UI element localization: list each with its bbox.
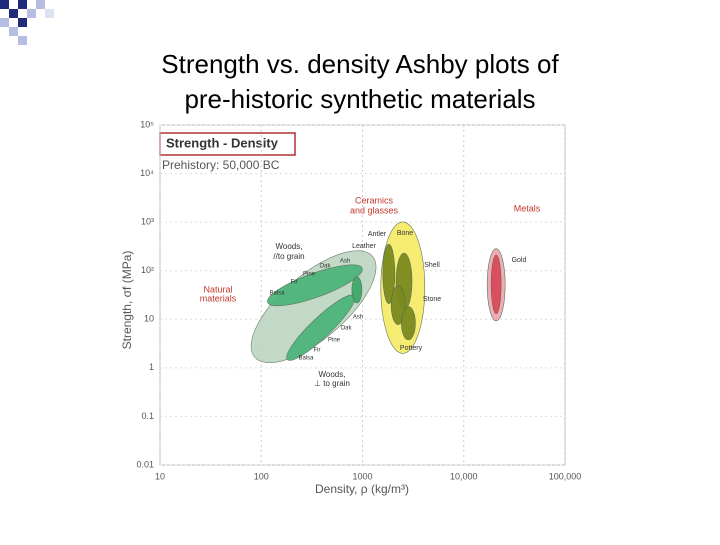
region-label: Balsa (269, 291, 285, 297)
material-region (351, 276, 363, 304)
slide-title: pre-historic synthetic materials (184, 84, 535, 114)
y-tick-label: 10³ (141, 217, 154, 227)
x-tick-label: 100 (254, 471, 269, 481)
region-label: Oak (340, 326, 352, 332)
region-label: Ceramics (355, 195, 394, 205)
region-label: Fir (314, 348, 321, 354)
region-label: Antler (368, 231, 387, 238)
region-label: Ash (340, 259, 350, 265)
y-tick-label: 0.1 (141, 411, 154, 421)
y-tick-label: 10² (141, 265, 154, 275)
chart-subtitle: Prehistory: 50,000 BC (162, 158, 280, 172)
y-tick-label: 10⁵ (140, 119, 154, 129)
region-label: //to grain (273, 252, 304, 261)
material-region (250, 250, 377, 364)
region-label: Woods, (276, 242, 303, 251)
y-tick-label: 0.01 (136, 459, 154, 469)
region-label: Pine (303, 272, 316, 278)
material-region (390, 285, 406, 325)
region-label: Stone (423, 296, 441, 303)
region-label: Woods, (319, 370, 346, 379)
material-region (490, 254, 502, 315)
x-tick-label: 10,000 (450, 471, 478, 481)
region-label: Ash (353, 315, 363, 321)
region-label: ⊥ to grain (314, 379, 350, 388)
y-tick-label: 10⁴ (140, 168, 154, 178)
region-label: Bone (397, 230, 413, 237)
chart-heading: Strength - Density (166, 135, 279, 150)
y-tick-label: 10 (144, 314, 154, 324)
y-tick-label: 1 (149, 362, 154, 372)
material-region (401, 306, 416, 341)
x-tick-label: 100,000 (549, 471, 582, 481)
slide-decoration (0, 0, 54, 45)
region-label: Gold (512, 257, 527, 264)
region-label: Fir (291, 280, 298, 286)
region-label: Metals (514, 203, 541, 213)
material-region (267, 264, 363, 307)
region-label: Shell (424, 262, 440, 269)
region-label: Oak (319, 264, 331, 270)
material-region (382, 243, 396, 304)
x-axis-label: Density, ρ (kg/m³) (315, 482, 409, 496)
y-axis-label: Strength, σf (MPa) (120, 251, 134, 350)
region-label: Leather (352, 243, 376, 250)
slide-title: Strength vs. density Ashby plots of (161, 49, 559, 79)
x-tick-label: 10 (155, 471, 165, 481)
region-label: and glasses (350, 205, 399, 215)
region-label: Pottery (400, 345, 423, 352)
region-label: Balsa (298, 356, 314, 362)
region-label: materials (200, 293, 237, 303)
region-label: Pine (328, 338, 341, 344)
region-label: Natural (203, 284, 232, 294)
x-tick-label: 1000 (352, 471, 372, 481)
